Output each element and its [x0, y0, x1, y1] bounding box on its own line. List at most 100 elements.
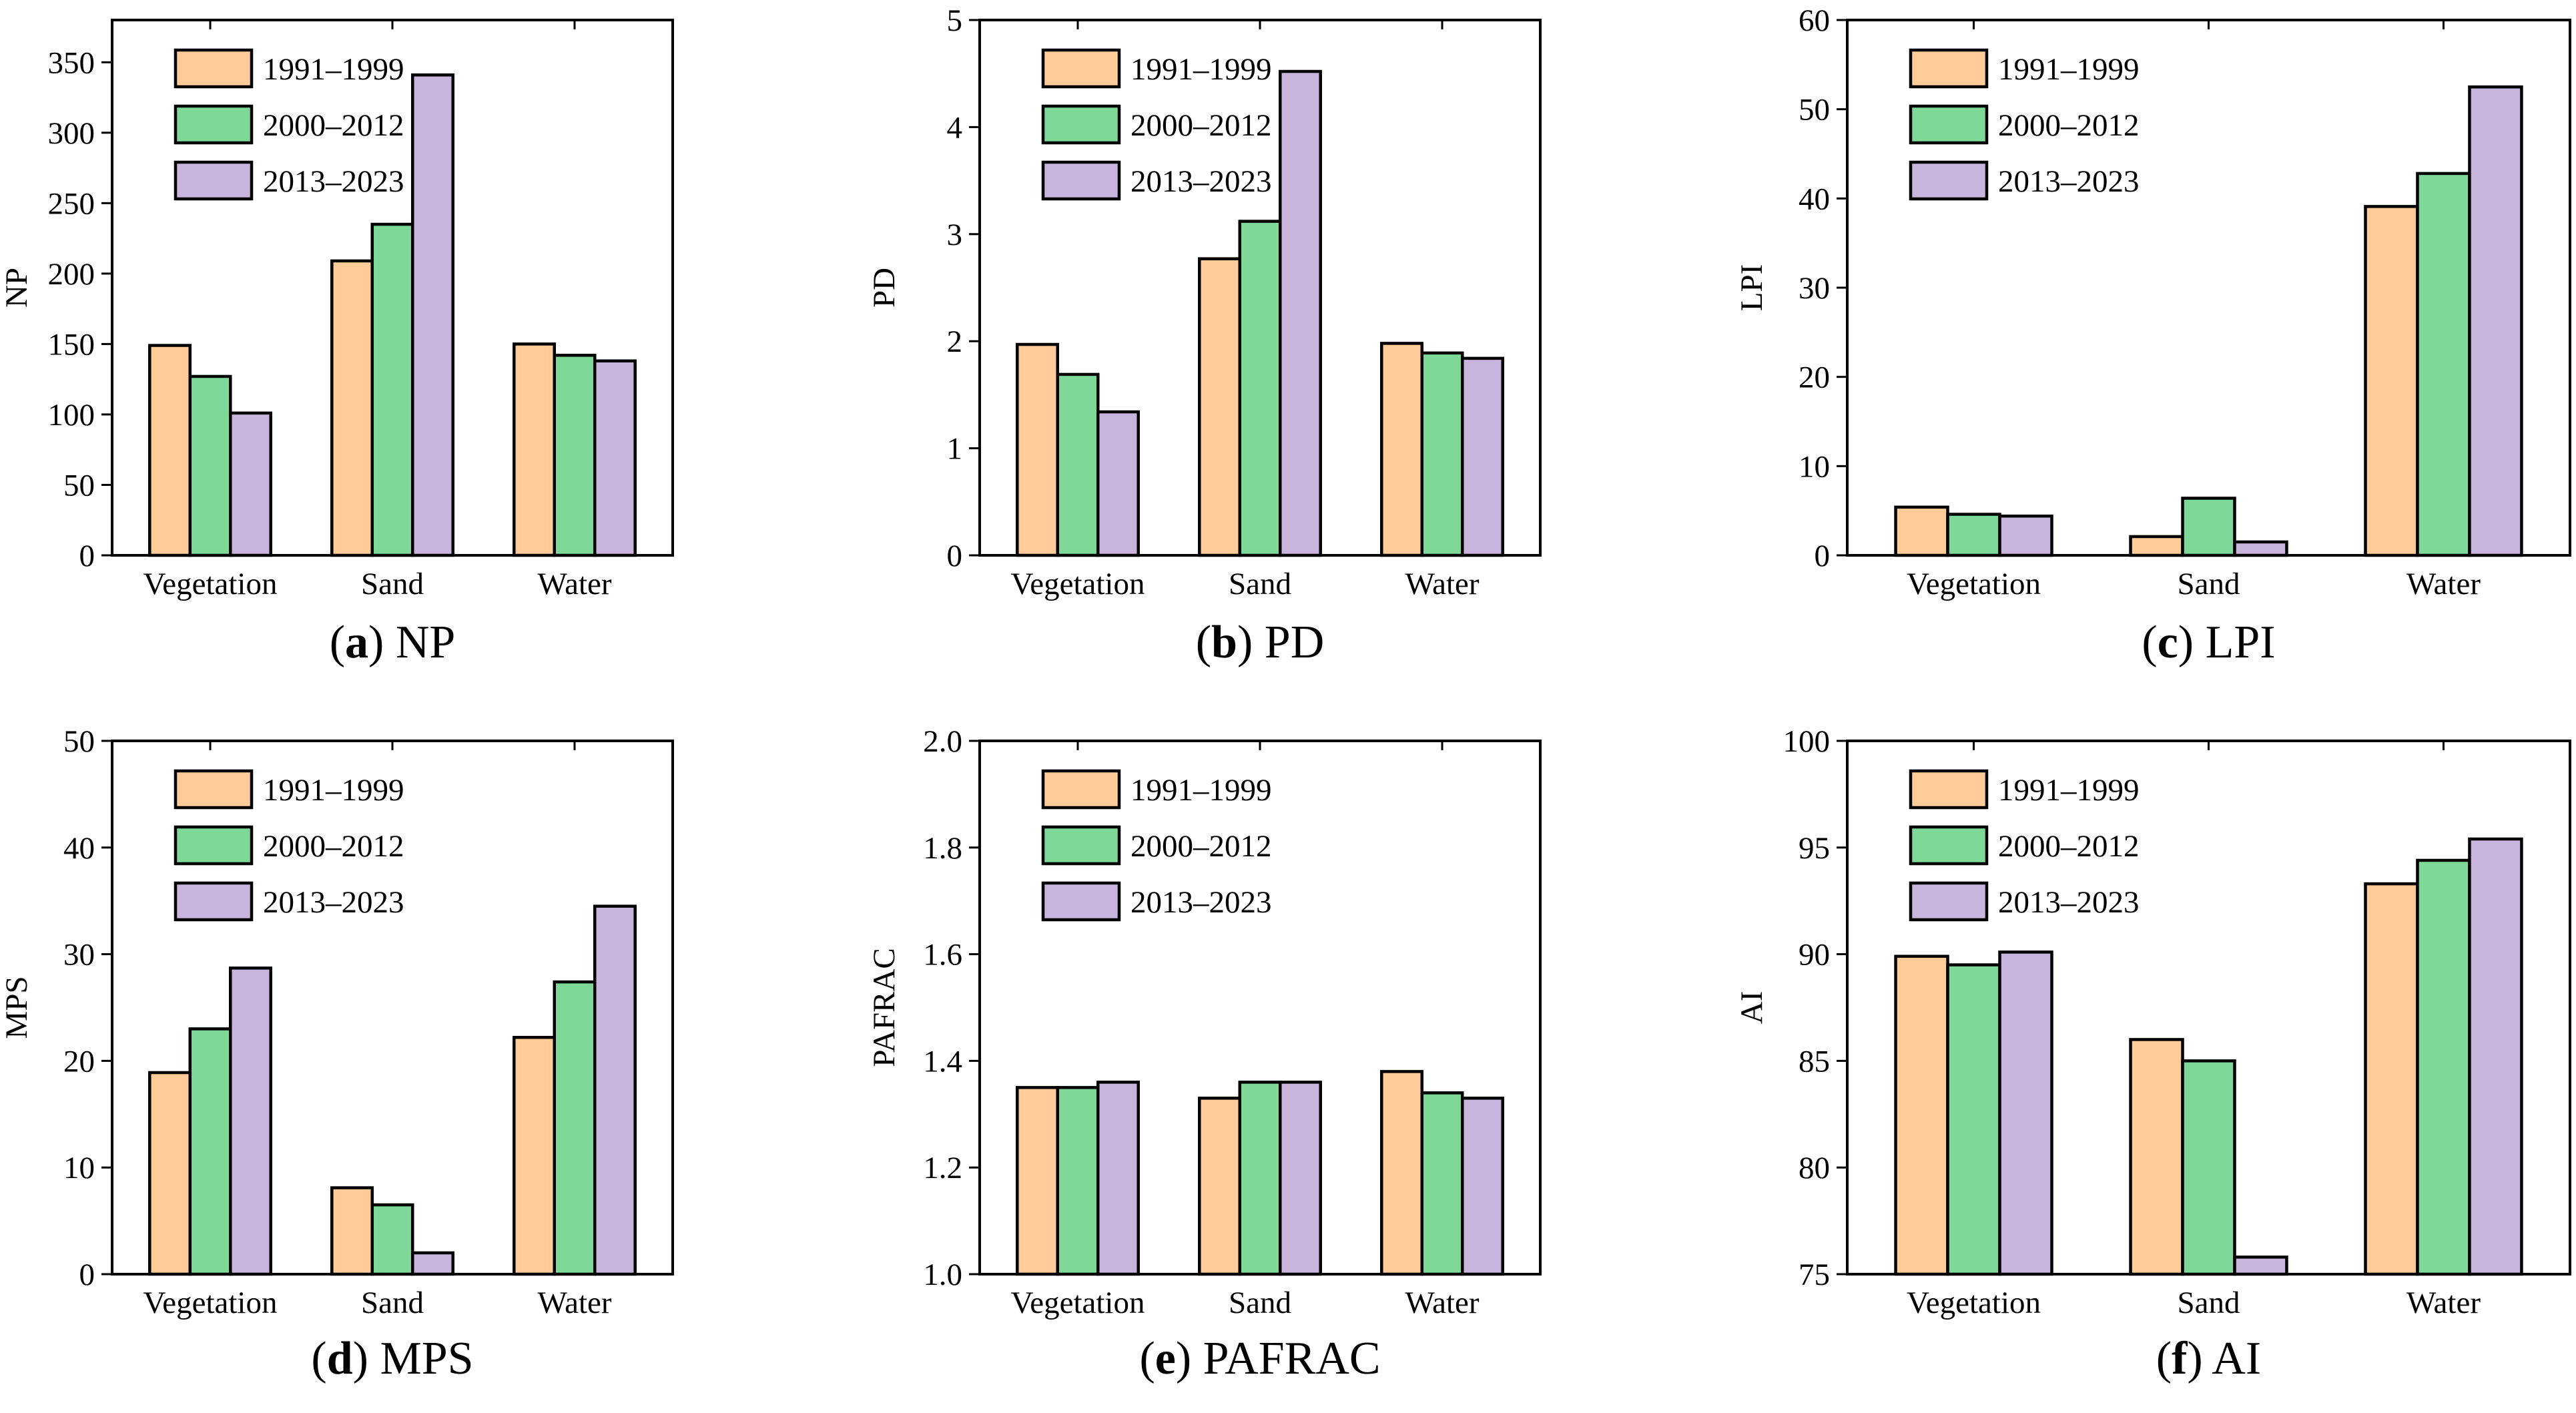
x-tick-label-b-2: Water — [1405, 567, 1479, 601]
bar-b-water-s2 — [1420, 351, 1464, 557]
bar-b-vegetation-s3 — [1096, 410, 1140, 557]
bar-b-sand-s3 — [1278, 69, 1322, 557]
legend-swatch-b-3 — [1041, 160, 1121, 201]
legend-swatch-b-1 — [1041, 48, 1121, 89]
y-tick-label-a-4: 200 — [48, 257, 95, 292]
y-tick-label-f-5: 100 — [1783, 724, 1831, 759]
legend-d: 1991–1999 2000–2012 2013–2023 — [174, 769, 404, 922]
legend-label-a-2: 2000–2012 — [263, 108, 404, 143]
caption-title-b: PD — [1265, 617, 1324, 668]
bar-a-sand-s1 — [330, 259, 374, 557]
legend-label-a-3: 2013–2023 — [263, 164, 404, 199]
panel-e: Vegetation Sand Water 1.0 1.2 1.4 1.6 1.8 2.0 PAF… — [867, 724, 1542, 1384]
legend-swatch-c-1 — [1909, 48, 1989, 89]
legend-swatch-d-3 — [174, 881, 254, 922]
y-axis-label-f: AI — [1734, 991, 1769, 1025]
bar-c-vegetation-s2 — [1946, 513, 2001, 557]
bar-a-vegetation-s2 — [188, 374, 232, 557]
caption-letter-a: a — [345, 617, 368, 668]
bar-c-water-s2 — [2416, 172, 2471, 557]
bar-a-vegetation-s3 — [228, 411, 272, 557]
bar-b-water-s3 — [1460, 356, 1504, 557]
legend-label-e-1: 1991–1999 — [1131, 773, 1272, 808]
legend-swatch-d-2 — [174, 825, 254, 866]
y-tick-label-c-1: 10 — [1799, 449, 1830, 484]
panel-b: Vegetation Sand Water 0 1 2 3 4 5 PD 1991–1999 2000… — [867, 3, 1542, 668]
bar-f-water-s3 — [2468, 837, 2523, 1276]
y-tick-label-c-6: 60 — [1799, 3, 1830, 38]
axes-frame-b — [978, 19, 1542, 557]
legend-swatch-a-1 — [174, 48, 254, 89]
legend-c: 1991–1999 2000–2012 2013–2023 — [1909, 48, 2140, 201]
legend-swatch-a-2 — [174, 104, 254, 145]
legend-label-b-2: 2000–2012 — [1131, 108, 1272, 143]
y-axis-label-e: PAFRAC — [867, 948, 902, 1067]
y-tick-label-e-0: 1.0 — [923, 1257, 962, 1292]
x-tick-label-a-2: Water — [537, 567, 611, 601]
y-tick-label-b-0: 0 — [947, 539, 963, 573]
y-tick-label-f-1: 80 — [1799, 1151, 1830, 1185]
x-tick-label-d-1: Sand — [361, 1286, 424, 1320]
panel-c: Vegetation Sand Water 0 10 20 30 40 50 60 LPI 1991–… — [1734, 3, 2571, 668]
bar-c-water-s3 — [2468, 85, 2523, 557]
bar-f-vegetation-s3 — [1998, 950, 2053, 1276]
y-tick-label-d-3: 30 — [63, 938, 95, 972]
bar-c-vegetation-s1 — [1894, 505, 1949, 557]
x-tick-label-d-0: Vegetation — [143, 1286, 278, 1320]
y-tick-label-c-5: 50 — [1799, 93, 1830, 127]
bar-d-water-s1 — [513, 1035, 557, 1276]
y-tick-label-e-4: 1.8 — [923, 831, 962, 866]
y-tick-label-c-3: 30 — [1799, 271, 1830, 306]
y-tick-label-f-4: 95 — [1799, 831, 1830, 866]
caption-letter-f: f — [2172, 1333, 2188, 1384]
caption-f: (f) AI — [2156, 1333, 2261, 1384]
y-tick-label-b-5: 5 — [947, 3, 963, 38]
legend-label-d-1: 1991–1999 — [263, 773, 404, 808]
legend-swatch-a-3 — [174, 160, 254, 201]
y-tick-label-f-2: 85 — [1799, 1044, 1830, 1079]
bar-a-water-s1 — [513, 342, 557, 557]
caption-a: (a) NP — [330, 617, 456, 668]
bar-f-sand-s2 — [2181, 1059, 2236, 1276]
y-tick-label-d-1: 10 — [63, 1151, 95, 1185]
y-axis-label-b: PD — [867, 268, 902, 308]
x-tick-label-c-0: Vegetation — [1907, 567, 2041, 601]
y-tick-label-b-3: 3 — [947, 218, 963, 252]
legend-f: 1991–1999 2000–2012 2013–2023 — [1909, 769, 2140, 922]
legend-swatch-f-1 — [1909, 769, 1989, 810]
y-axis-label-a: NP — [0, 268, 34, 308]
legend-label-b-3: 2013–2023 — [1131, 164, 1272, 199]
x-tick-label-f-2: Water — [2406, 1286, 2481, 1320]
legend-label-f-2: 2000–2012 — [1998, 829, 2140, 864]
bar-d-water-s3 — [593, 904, 637, 1276]
legend-b: 1991–1999 2000–2012 2013–2023 — [1041, 48, 1272, 201]
y-tick-label-b-2: 2 — [947, 324, 963, 359]
legend-label-d-2: 2000–2012 — [263, 829, 404, 864]
panel-a: Vegetation Sand Water 0 50 100 150 200 250 300 350… — [0, 19, 674, 668]
bar-e-sand-s3 — [1278, 1081, 1322, 1276]
bar-d-sand-s1 — [330, 1186, 374, 1276]
y-tick-label-a-0: 0 — [79, 539, 95, 573]
bar-e-vegetation-s3 — [1096, 1081, 1140, 1276]
caption-b: (b) PD — [1196, 617, 1325, 668]
caption-e: (e) PAFRAC — [1139, 1333, 1380, 1384]
y-tick-label-d-5: 50 — [63, 724, 95, 759]
y-tick-label-c-0: 0 — [1815, 539, 1831, 573]
y-tick-label-a-2: 100 — [48, 398, 95, 433]
y-tick-label-e-2: 1.4 — [923, 1044, 962, 1079]
x-tick-label-e-0: Vegetation — [1011, 1286, 1145, 1320]
bar-f-sand-s3 — [2233, 1255, 2288, 1276]
y-tick-label-b-4: 4 — [947, 110, 963, 145]
y-tick-label-a-3: 150 — [48, 327, 95, 362]
bar-a-sand-s2 — [370, 222, 414, 557]
axes-frame-a — [111, 19, 674, 557]
y-tick-label-a-1: 50 — [63, 468, 95, 503]
bar-c-water-s1 — [2364, 205, 2419, 557]
bar-d-vegetation-s1 — [148, 1071, 192, 1276]
axes-frame-f — [1846, 740, 2571, 1276]
bar-b-water-s1 — [1380, 342, 1424, 557]
bar-e-vegetation-s2 — [1056, 1086, 1100, 1276]
bar-e-sand-s1 — [1198, 1097, 1242, 1276]
caption-d: (d) MPS — [311, 1333, 473, 1384]
y-tick-label-c-2: 20 — [1799, 360, 1830, 395]
